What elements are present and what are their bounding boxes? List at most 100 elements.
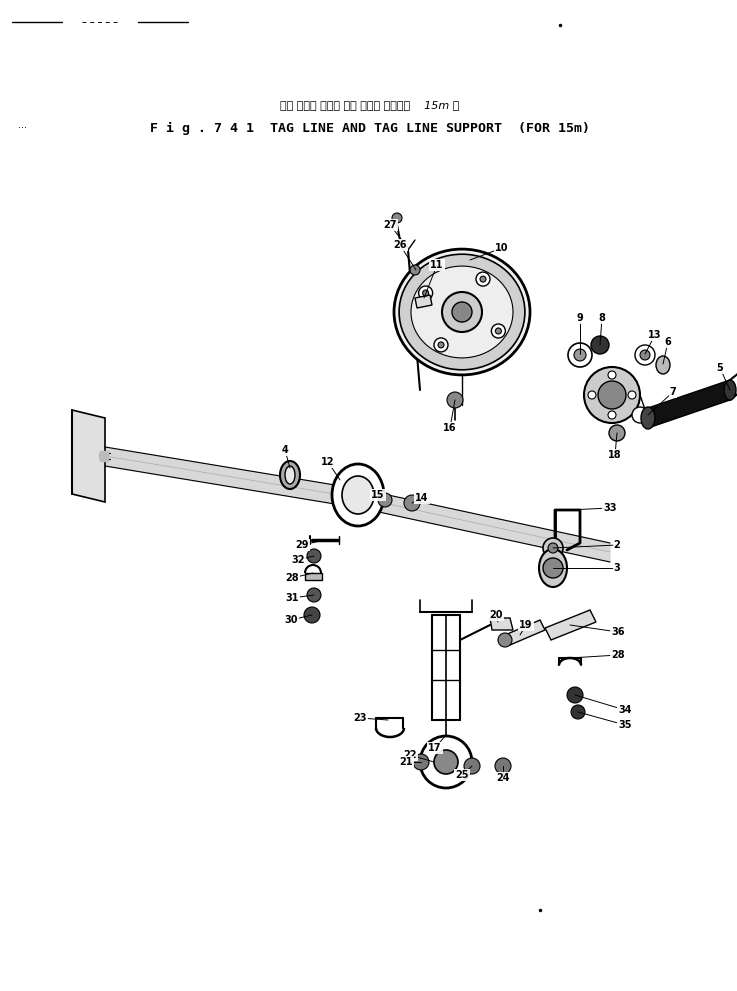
- Text: 31: 31: [285, 593, 298, 603]
- Text: 24: 24: [496, 773, 510, 783]
- Text: 2: 2: [614, 540, 621, 550]
- Circle shape: [591, 336, 609, 354]
- Text: ...: ...: [18, 120, 27, 130]
- Ellipse shape: [539, 549, 567, 587]
- Circle shape: [434, 750, 458, 774]
- Text: 15: 15: [371, 490, 385, 500]
- Circle shape: [635, 345, 655, 365]
- Circle shape: [640, 350, 650, 360]
- Text: 8: 8: [598, 313, 605, 323]
- Text: 33: 33: [604, 503, 617, 513]
- Text: F i g . 7 4 1  TAG LINE AND TAG LINE SUPPORT  (FOR 15m): F i g . 7 4 1 TAG LINE AND TAG LINE SUPP…: [150, 122, 590, 135]
- Circle shape: [413, 754, 429, 770]
- Text: 11: 11: [430, 260, 444, 270]
- Circle shape: [632, 407, 648, 423]
- Text: タグ ライン および タグ ライン サポート    15m 用: タグ ライン および タグ ライン サポート 15m 用: [280, 100, 460, 110]
- Text: 18: 18: [608, 450, 622, 460]
- Circle shape: [452, 302, 472, 322]
- Circle shape: [419, 286, 433, 300]
- Text: 32: 32: [291, 555, 305, 565]
- Ellipse shape: [332, 464, 384, 526]
- Polygon shape: [305, 573, 322, 580]
- Circle shape: [447, 392, 463, 408]
- Text: 5: 5: [716, 363, 724, 373]
- Text: 19: 19: [520, 620, 533, 630]
- Circle shape: [548, 543, 558, 553]
- Polygon shape: [415, 295, 432, 308]
- Text: 3: 3: [614, 563, 621, 573]
- Ellipse shape: [280, 461, 300, 489]
- Circle shape: [543, 538, 563, 558]
- Text: 13: 13: [649, 330, 662, 340]
- Circle shape: [588, 391, 596, 399]
- Polygon shape: [100, 451, 108, 461]
- Circle shape: [492, 324, 506, 338]
- Text: 6: 6: [665, 337, 671, 347]
- Text: 7: 7: [670, 387, 677, 397]
- Ellipse shape: [399, 255, 525, 370]
- Circle shape: [571, 705, 585, 719]
- Ellipse shape: [285, 466, 295, 484]
- Circle shape: [608, 411, 616, 419]
- Circle shape: [495, 758, 511, 774]
- Text: 12: 12: [321, 457, 335, 467]
- Ellipse shape: [641, 407, 655, 429]
- Text: 28: 28: [285, 573, 298, 583]
- Circle shape: [442, 292, 482, 332]
- Circle shape: [438, 342, 444, 348]
- Polygon shape: [105, 447, 365, 509]
- Text: 23: 23: [353, 713, 367, 723]
- Circle shape: [495, 328, 501, 334]
- Polygon shape: [505, 620, 545, 645]
- Text: 22: 22: [403, 750, 416, 760]
- Polygon shape: [545, 610, 596, 640]
- Circle shape: [464, 758, 480, 774]
- Text: 36: 36: [611, 627, 625, 637]
- Circle shape: [476, 273, 490, 286]
- Circle shape: [480, 276, 486, 282]
- Circle shape: [420, 736, 472, 788]
- Circle shape: [434, 338, 448, 352]
- Polygon shape: [72, 410, 105, 502]
- Circle shape: [410, 265, 420, 275]
- Text: 26: 26: [394, 240, 407, 250]
- Circle shape: [307, 549, 321, 563]
- Text: 27: 27: [383, 220, 397, 230]
- Text: 10: 10: [495, 243, 509, 253]
- Polygon shape: [648, 380, 730, 428]
- Text: 16: 16: [443, 423, 457, 433]
- Circle shape: [304, 607, 320, 623]
- Text: 21: 21: [399, 757, 413, 767]
- Text: 35: 35: [618, 720, 632, 730]
- Ellipse shape: [724, 380, 736, 400]
- Text: 14: 14: [415, 493, 429, 503]
- Circle shape: [378, 493, 392, 507]
- Ellipse shape: [656, 356, 670, 374]
- Ellipse shape: [394, 249, 530, 375]
- Circle shape: [567, 687, 583, 703]
- Circle shape: [498, 633, 512, 647]
- Text: 4: 4: [282, 445, 288, 455]
- Circle shape: [568, 343, 592, 367]
- Circle shape: [584, 367, 640, 423]
- Text: 30: 30: [284, 615, 298, 625]
- Circle shape: [422, 290, 429, 296]
- Circle shape: [609, 425, 625, 441]
- Circle shape: [392, 213, 402, 223]
- Circle shape: [608, 371, 616, 379]
- Circle shape: [307, 588, 321, 602]
- Circle shape: [598, 381, 626, 409]
- Text: 20: 20: [489, 610, 503, 620]
- Ellipse shape: [411, 267, 513, 358]
- Text: 17: 17: [428, 743, 441, 753]
- Circle shape: [628, 391, 636, 399]
- Polygon shape: [490, 618, 513, 630]
- Text: 25: 25: [455, 770, 469, 780]
- Text: 9: 9: [576, 313, 584, 323]
- Circle shape: [543, 558, 563, 578]
- Text: 28: 28: [611, 650, 625, 660]
- Polygon shape: [365, 490, 610, 562]
- Circle shape: [404, 495, 420, 511]
- Ellipse shape: [342, 476, 374, 514]
- Text: 34: 34: [618, 705, 632, 715]
